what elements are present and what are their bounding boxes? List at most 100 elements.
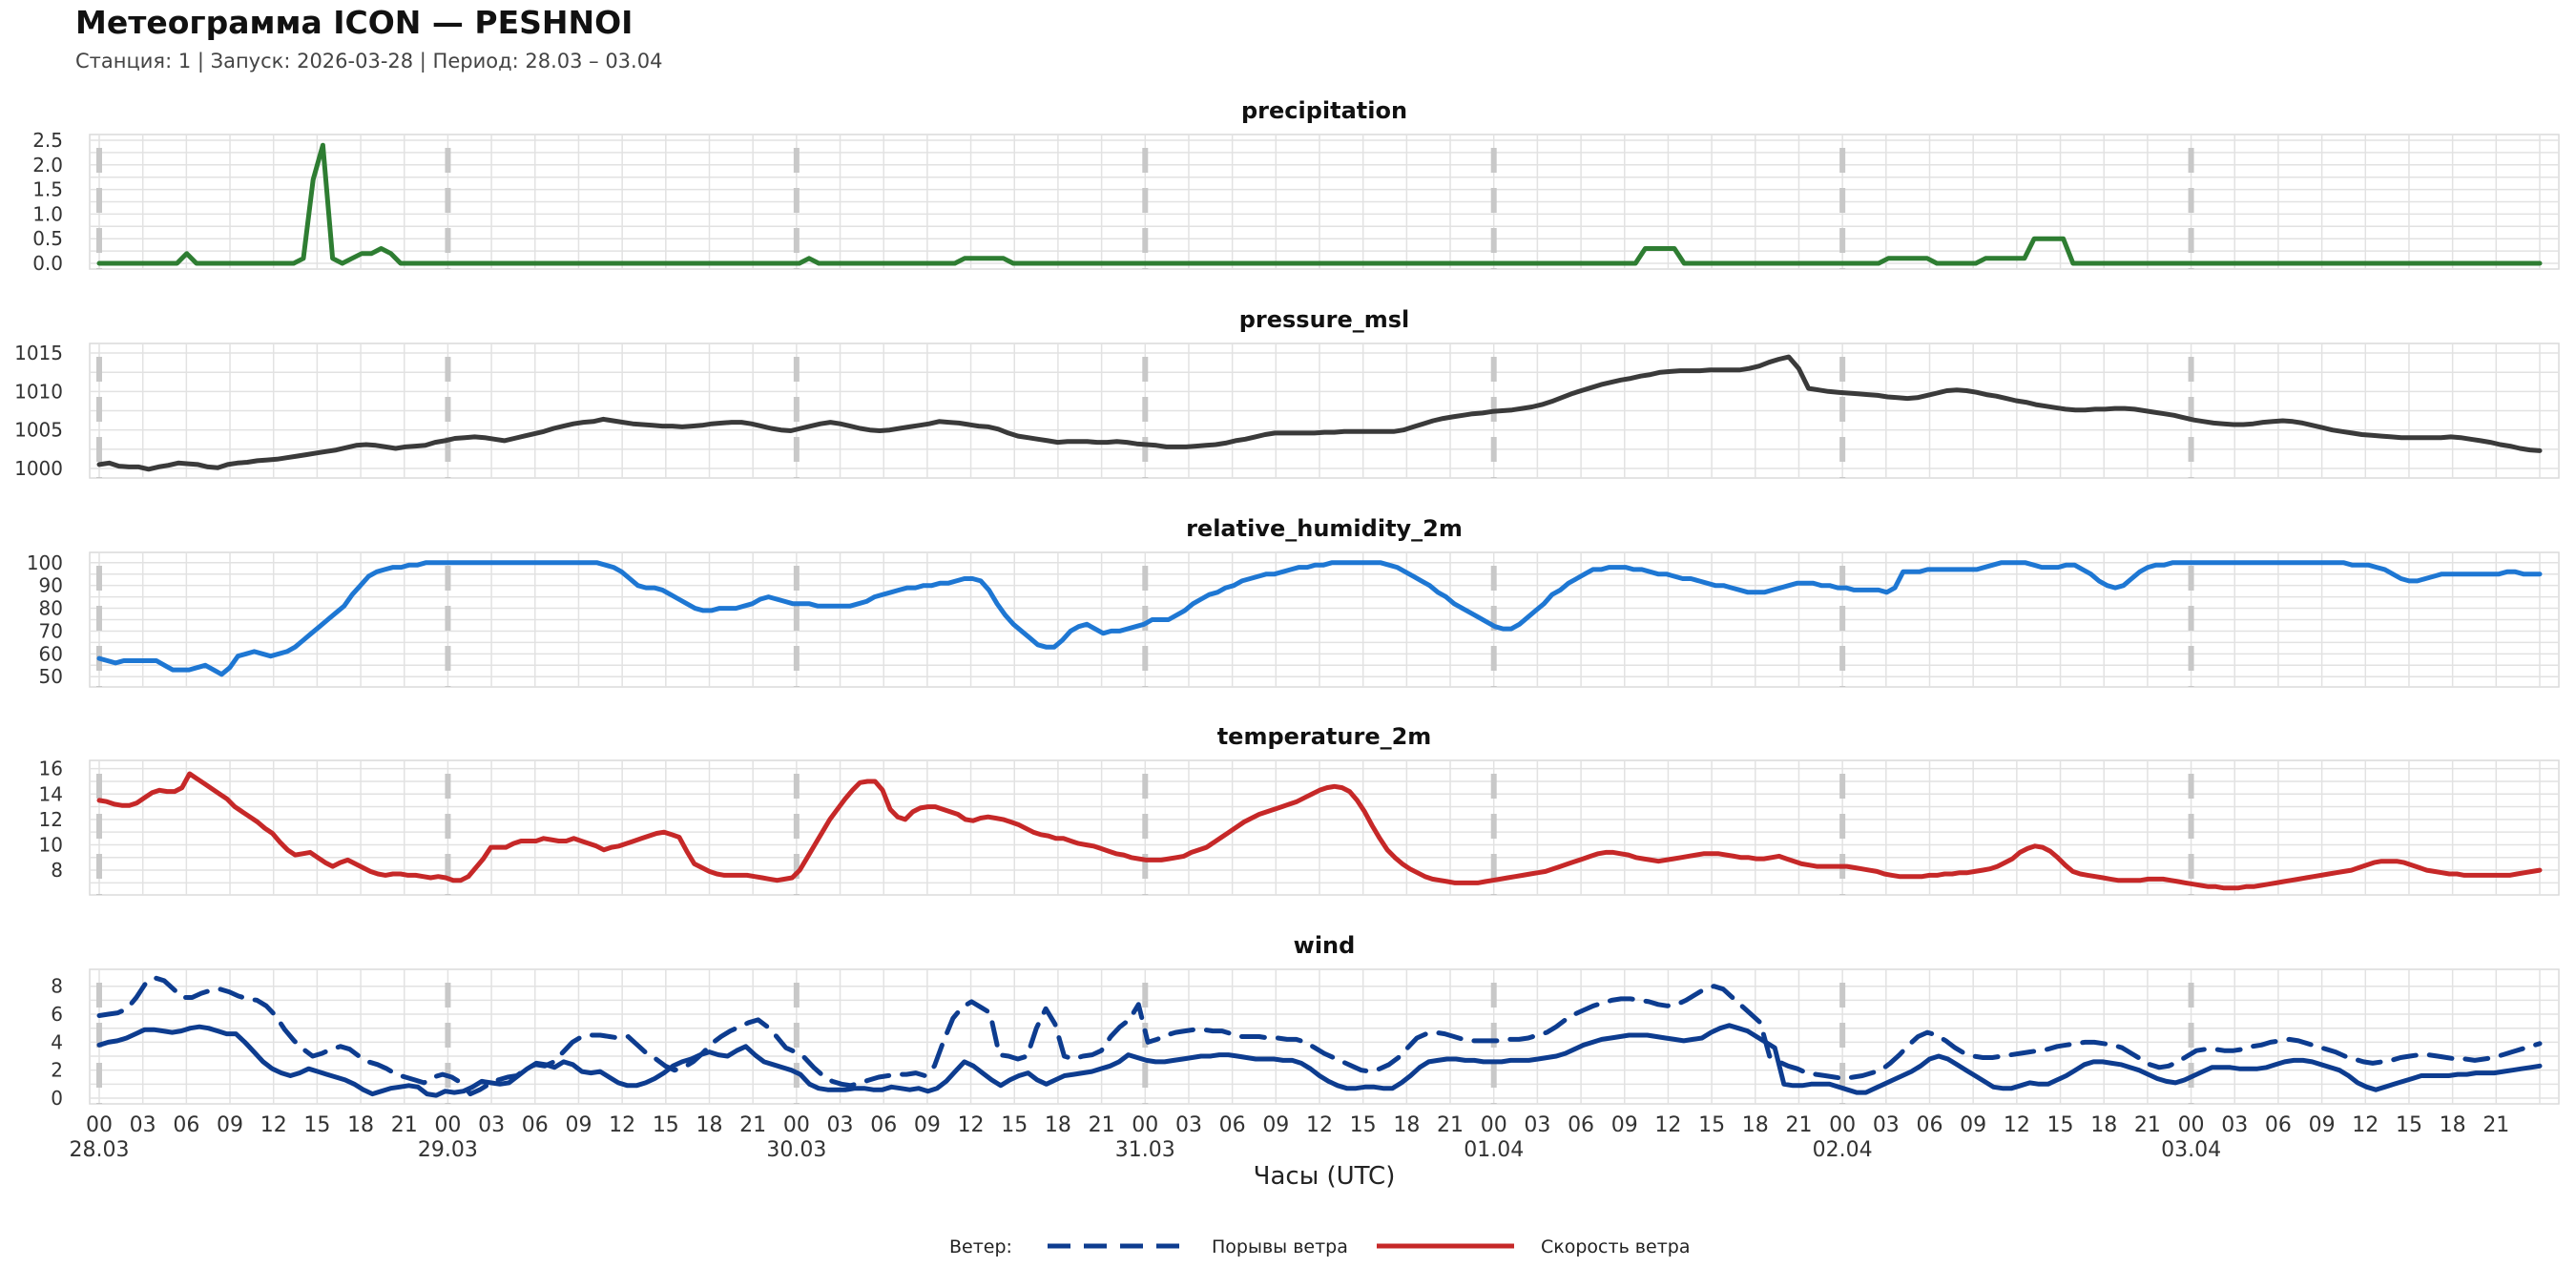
ytick-label: 12 xyxy=(39,808,63,831)
xtick-label: 00 xyxy=(86,1113,113,1137)
xtick-label: 00 xyxy=(2178,1113,2205,1137)
xtick-label: 15 xyxy=(1698,1113,1725,1137)
panel-wind: wind 0 2 4 6 8 xyxy=(51,932,2560,1110)
ytick-label: 80 xyxy=(39,597,63,620)
ytick-label: 1010 xyxy=(14,380,63,403)
ytick-label: 50 xyxy=(39,665,63,688)
ytick-label: 1.5 xyxy=(32,178,63,201)
xtick-label: 09 xyxy=(914,1113,941,1137)
page-title: Метеограмма ICON — PESHNOI xyxy=(75,4,634,41)
xtick-label: 18 xyxy=(1045,1113,1071,1137)
xtick-label: 00 xyxy=(434,1113,461,1137)
xtick-date-label: 28.03 xyxy=(70,1138,130,1162)
ytick-label: 1005 xyxy=(14,419,63,442)
xtick-label: 21 xyxy=(2134,1113,2161,1137)
xtick-label: 18 xyxy=(696,1113,723,1137)
xtick-label: 06 xyxy=(870,1113,897,1137)
xtick-label: 15 xyxy=(1001,1113,1028,1137)
ytick-label: 90 xyxy=(39,574,63,597)
legend-label: Скорость ветра xyxy=(1541,1236,1690,1257)
xtick-label: 12 xyxy=(2352,1113,2379,1137)
ytick-label: 2 xyxy=(51,1059,63,1082)
series-line-pressure-msl xyxy=(96,354,2543,472)
xtick-label: 03 xyxy=(2221,1113,2248,1137)
ytick-label: 2.0 xyxy=(32,154,63,177)
xtick-label: 03 xyxy=(827,1113,854,1137)
panel-precip: precipitation 0.00.51.01.52.02.5 xyxy=(32,97,2560,275)
series-line-relative-humidity-2m xyxy=(96,560,2543,677)
xtick-label: 15 xyxy=(2396,1113,2422,1137)
ytick-label: 14 xyxy=(39,782,63,805)
xtick-label: 00 xyxy=(783,1113,810,1137)
x-axis-label: Часы (UTC) xyxy=(1254,1162,1396,1191)
ytick-label: 4 xyxy=(51,1030,63,1053)
xtick-label: 09 xyxy=(217,1113,243,1137)
panel-title: precipitation xyxy=(1241,97,1407,124)
xtick-label: 18 xyxy=(1742,1113,1769,1137)
xtick-label: 21 xyxy=(739,1113,766,1137)
ytick-label: 10 xyxy=(39,833,63,856)
xtick-date-label: 03.04 xyxy=(2161,1138,2221,1162)
xtick-label: 09 xyxy=(1960,1113,1986,1137)
xtick-label: 03 xyxy=(478,1113,505,1137)
xtick-label: 06 xyxy=(1568,1113,1594,1137)
panel-title: temperature_2m xyxy=(1217,723,1432,750)
xtick-date-label: 31.03 xyxy=(1115,1138,1175,1162)
xtick-label: 21 xyxy=(1437,1113,1464,1137)
xtick-label: 09 xyxy=(2309,1113,2336,1137)
xtick-label: 06 xyxy=(2265,1113,2292,1137)
xtick-label: 00 xyxy=(1481,1113,1507,1137)
xtick-label: 06 xyxy=(1219,1113,1246,1137)
xtick-label: 06 xyxy=(1917,1113,1943,1137)
xtick-label: 15 xyxy=(303,1113,330,1137)
legend-title: Ветер: xyxy=(949,1236,1012,1257)
xtick-label: 21 xyxy=(2483,1113,2509,1137)
panel-title: relative_humidity_2m xyxy=(1186,515,1463,542)
panel-title: pressure_msl xyxy=(1239,306,1410,333)
series-line-Порывы-ветра xyxy=(96,975,2543,1097)
xtick-label: 12 xyxy=(260,1113,287,1137)
xtick-label: 15 xyxy=(1350,1113,1377,1137)
xtick-label: 09 xyxy=(1611,1113,1638,1137)
ytick-label: 16 xyxy=(39,758,63,780)
xtick-label: 12 xyxy=(609,1113,635,1137)
xtick-date-label: 30.03 xyxy=(766,1138,826,1162)
panel-pressure: pressure_msl 1000 1005 1010 1015 xyxy=(14,306,2560,480)
series-line-Скорость-ветра xyxy=(96,1023,2543,1098)
xtick-label: 12 xyxy=(2004,1113,2030,1137)
xtick-date-label: 01.04 xyxy=(1464,1138,1524,1162)
panel-title: wind xyxy=(1294,932,1356,959)
ytick-label: 0 xyxy=(51,1087,63,1110)
ytick-label: 8 xyxy=(51,859,63,882)
ytick-label: 0.5 xyxy=(32,227,63,250)
xtick-label: 15 xyxy=(653,1113,679,1137)
ytick-label: 0.0 xyxy=(32,252,63,275)
ytick-label: 70 xyxy=(39,619,63,642)
xtick-label: 12 xyxy=(1306,1113,1333,1137)
ytick-label: 100 xyxy=(27,551,63,574)
xtick-label: 21 xyxy=(1785,1113,1812,1137)
xtick-label: 18 xyxy=(2090,1113,2117,1137)
xtick-label: 03 xyxy=(1175,1113,1202,1137)
xtick-label: 12 xyxy=(1654,1113,1681,1137)
xtick-label: 21 xyxy=(391,1113,418,1137)
legend: Ветер: Порывы ветра Скорость ветра xyxy=(949,1236,1690,1257)
xtick-label: 18 xyxy=(2440,1113,2466,1137)
ytick-label: 60 xyxy=(39,642,63,665)
xtick-label: 00 xyxy=(1829,1113,1856,1137)
ytick-label: 1000 xyxy=(14,457,63,480)
xtick-label: 09 xyxy=(1262,1113,1289,1137)
xtick-date-label: 02.04 xyxy=(1813,1138,1873,1162)
xtick-label: 21 xyxy=(1089,1113,1115,1137)
xtick-label: 03 xyxy=(130,1113,156,1137)
ytick-label: 6 xyxy=(51,1003,63,1026)
xtick-label: 06 xyxy=(522,1113,549,1137)
ytick-label: 2.5 xyxy=(32,129,63,152)
xtick-label: 18 xyxy=(1393,1113,1420,1137)
ytick-label: 8 xyxy=(51,975,63,998)
xtick-label: 00 xyxy=(1132,1113,1158,1137)
xtick-label: 09 xyxy=(565,1113,592,1137)
